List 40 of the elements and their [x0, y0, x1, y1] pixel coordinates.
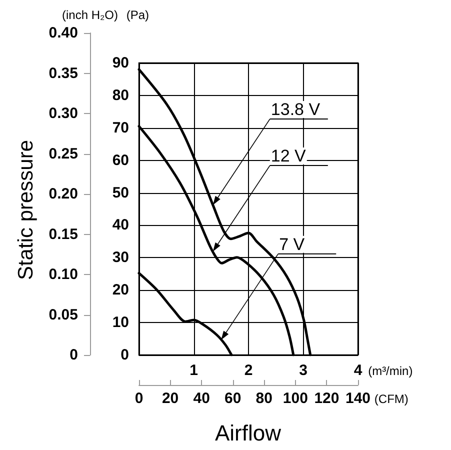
y2-tick-label: 0.15: [48, 226, 78, 243]
x2-tick-label: 140: [345, 390, 371, 407]
y2-tick-label: 0.05: [48, 306, 78, 324]
y-tick-label: 0: [120, 346, 129, 364]
y-tick-label: 30: [112, 249, 129, 266]
y2-tick-label: 0.10: [48, 266, 78, 283]
x2-tick-label: 60: [224, 390, 242, 407]
text: Airflow: [214, 420, 282, 446]
y-tick-label: 90: [112, 54, 129, 72]
y-tick-label: 60: [112, 152, 129, 169]
text: 7 V: [279, 234, 306, 254]
x2-tick-label: 20: [162, 390, 179, 407]
y2-tick-label: 0.35: [48, 64, 78, 82]
x-tick-label: 4: [354, 362, 363, 379]
x2-tick-label: 100: [282, 390, 308, 407]
y-axis-title: (Pa): [126, 8, 149, 22]
y-tick-label: 20: [112, 282, 129, 299]
y-tick-label: 70: [112, 119, 129, 136]
y2-tick-label: 0.30: [48, 105, 78, 122]
y2-tick-label: 0: [70, 346, 78, 364]
x2-tick-label: 40: [193, 390, 210, 407]
x-tick-label: 2: [244, 362, 253, 379]
y-tick-label: 40: [112, 216, 129, 234]
x2-tick-label: 120: [314, 390, 340, 407]
y2-tick-label: 0.40: [48, 24, 78, 42]
y-tick-label: 50: [112, 184, 129, 202]
text: 12 V: [270, 146, 307, 166]
y-tick-label: 80: [112, 86, 129, 104]
x-axis-title: (m³/min): [368, 364, 413, 378]
x2-axis-title: (CFM): [374, 392, 408, 406]
x2-tick-label: 0: [134, 390, 144, 407]
y-tick-label: 10: [112, 314, 129, 332]
x2-tick-label: 80: [256, 390, 272, 407]
y2-tick-label: 0.25: [48, 145, 78, 162]
y2-axis-title: (inch H₂O): [62, 8, 118, 22]
text: Static pressure: [14, 140, 38, 280]
text: 13.8 V: [270, 100, 321, 120]
y2-tick-label: 0.20: [48, 186, 78, 202]
x-tick-label: 1: [190, 362, 198, 379]
x-tick-label: 3: [299, 362, 308, 379]
